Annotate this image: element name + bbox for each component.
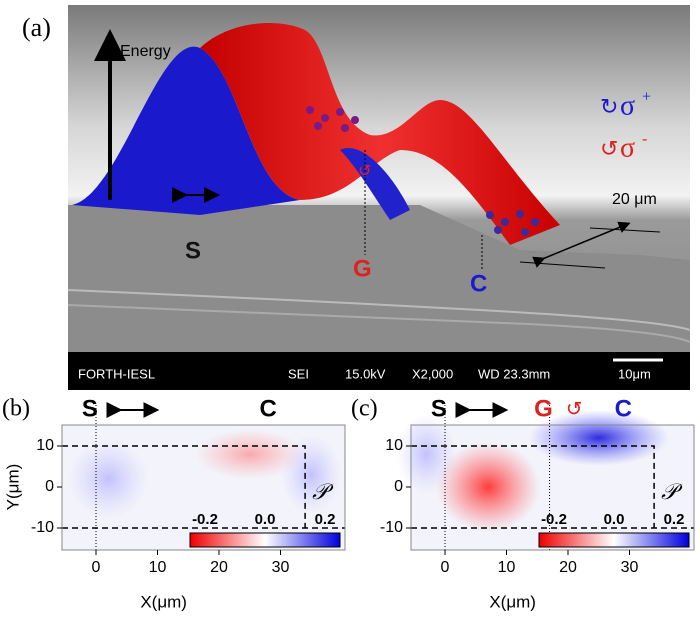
y-tick-label: 10 (385, 437, 403, 454)
x-tick-label: 20 (559, 559, 577, 576)
panel-label: (c) (351, 396, 378, 422)
colorbar-tick-label: -0.2 (541, 511, 567, 528)
x-axis-label: X(μm) (489, 592, 536, 611)
site-label: S (185, 237, 201, 264)
x-tick-label: 30 (621, 559, 639, 576)
sigma-minus: σ (620, 132, 635, 163)
x-tick-label: 10 (149, 559, 167, 576)
y-tick-label: -10 (31, 519, 54, 536)
energy-surface-red (200, 23, 560, 246)
site-label: S (82, 395, 98, 422)
panel-label: (a) (22, 13, 51, 42)
circular-arrow: ↺ (358, 163, 371, 180)
sigma-plus-sign: + (642, 89, 651, 106)
map-feature (281, 434, 342, 515)
y-tick-label: 0 (45, 478, 54, 495)
site-label: G (534, 395, 553, 422)
colorbar-tick-label: 0.0 (255, 511, 276, 528)
sem-info-text: 15.0kV (345, 366, 386, 381)
sem-info-bar (68, 352, 690, 390)
mesa (68, 205, 690, 352)
sigma-plus: σ (620, 90, 635, 121)
map-feature (194, 429, 305, 480)
y-axis-label: Y(μm) (3, 464, 22, 511)
y-tick-label: -10 (380, 519, 403, 536)
site-label: G (353, 255, 372, 282)
map-feature (68, 438, 149, 519)
panel-label: (b) (2, 396, 30, 422)
sem-info-text: SEI (288, 366, 309, 381)
colorbar-tick-label: 0.0 (604, 511, 625, 528)
sem-info-text: WD 23.3mm (478, 366, 550, 381)
colorbar-tick-label: -0.2 (192, 511, 218, 528)
map-feature (396, 414, 457, 495)
y-tick-label: 10 (36, 437, 54, 454)
sem-info-text: FORTH-IESL (78, 366, 155, 381)
sem-info-text: 10μm (618, 366, 651, 381)
x-tick-label: 20 (210, 559, 228, 576)
sem-info-text: X2,000 (412, 366, 453, 381)
map-feature (436, 442, 541, 532)
dashed-frame (411, 445, 694, 529)
x-tick-label: 30 (272, 559, 290, 576)
colorbar (189, 532, 341, 548)
circular-arrow: ↺ (566, 398, 583, 420)
sigma-minus-sign: - (642, 131, 647, 148)
site-label: C (470, 270, 487, 297)
colorbar (538, 532, 690, 548)
energy-surface-blue (72, 46, 300, 215)
length-label: 20 μm (612, 191, 657, 208)
x-tick-label: 0 (92, 559, 101, 576)
site-label: C (615, 395, 632, 422)
map-feature (528, 409, 669, 466)
x-tick-label: 10 (498, 559, 516, 576)
dashed-frame (62, 445, 345, 529)
circular-arrow: ↺ (600, 136, 618, 161)
energy-label: Energy (120, 43, 171, 60)
circular-arrow: ↻ (600, 94, 618, 119)
x-tick-label: 0 (441, 559, 450, 576)
colorbar-tick-label: 0.2 (315, 511, 336, 528)
site-label: S (431, 395, 447, 422)
site-label: C (260, 395, 277, 422)
x-axis-label: X(μm) (140, 592, 187, 611)
colorbar-tick-label: 0.2 (664, 511, 685, 528)
y-tick-label: 0 (394, 478, 403, 495)
